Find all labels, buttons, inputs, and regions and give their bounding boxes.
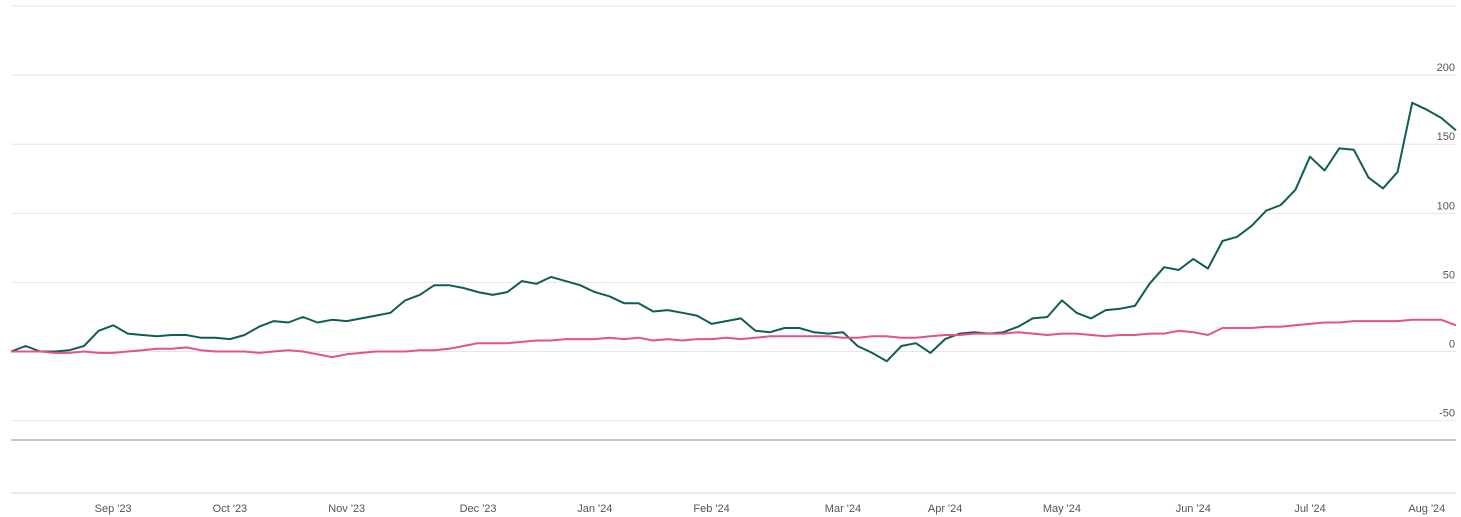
series-line [11,318,1457,359]
y-tick-label: -50 [1439,408,1455,420]
y-tick-label: 50 [1443,269,1455,281]
x-tick-label: Apr '24 [928,503,963,515]
x-tick-label: Sep '23 [95,503,132,515]
x-tick-label: Feb '24 [693,503,729,515]
x-tick-label: Aug '24 [1408,503,1445,515]
x-tick-label: Jun '24 [1176,503,1211,515]
x-tick-label: Oct '23 [213,503,248,515]
x-tick-label: Nov '23 [328,503,365,515]
x-tick-label: May '24 [1043,503,1081,515]
series-line [10,101,1457,363]
x-tick-label: Dec '23 [460,503,497,515]
x-tick-label: Jan '24 [577,503,612,515]
y-tick-label: 0 [1449,339,1455,351]
y-tick-label: 100 [1437,200,1455,212]
y-tick-label: 200 [1437,62,1455,74]
x-tick-label: Mar '24 [825,503,861,515]
x-tick-label: Jul '24 [1294,503,1325,515]
y-tick-label: 150 [1437,131,1455,143]
